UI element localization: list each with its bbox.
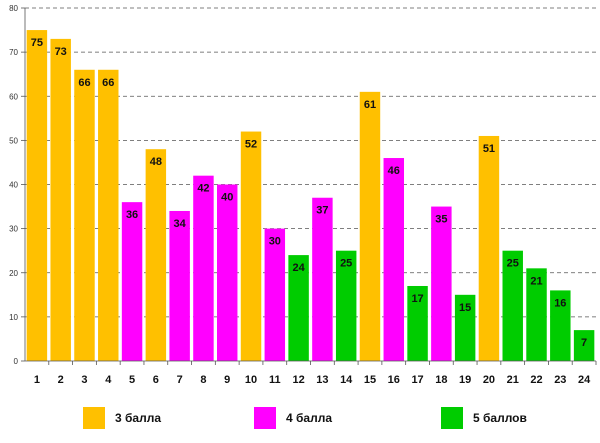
x-tick-label-9: 9 xyxy=(224,374,230,386)
bar-21 xyxy=(502,250,523,361)
x-tick-label-10: 10 xyxy=(245,374,257,386)
x-tick-label-18: 18 xyxy=(435,374,447,386)
x-tick-label-2: 2 xyxy=(58,374,64,386)
y-axis: 0 10 20 30 40 50 60 70 80 xyxy=(9,4,26,366)
legend-item-5: 5 баллов xyxy=(441,407,527,429)
legend-swatch-5 xyxy=(441,407,463,429)
data-label-18: 35 xyxy=(435,214,447,226)
data-label-12: 24 xyxy=(292,262,305,274)
x-tick-label-1: 1 xyxy=(34,374,40,386)
x-tick-label-13: 13 xyxy=(316,374,328,386)
legend: 3 балла 4 балла 5 баллов xyxy=(0,407,600,437)
bar-4 xyxy=(98,69,119,362)
legend-swatch-3 xyxy=(83,407,105,429)
data-label-5: 36 xyxy=(126,209,138,221)
data-label-8: 42 xyxy=(197,183,209,195)
legend-item-3: 3 балла xyxy=(83,407,161,429)
y-tick-label-30: 30 xyxy=(9,225,18,234)
x-tick-label-21: 21 xyxy=(507,374,519,386)
bar-16 xyxy=(383,158,405,361)
bars: 75 73 66 66 36 48 34 42 40 52 30 24 37 25 61 46 17 35 15 51… xyxy=(26,30,595,362)
legend-swatch-4 xyxy=(254,407,276,429)
data-label-1: 75 xyxy=(31,37,43,49)
x-tick-label-16: 16 xyxy=(388,374,400,386)
x-tick-label-5: 5 xyxy=(129,374,135,386)
bar-22 xyxy=(526,268,547,361)
bar-2 xyxy=(50,38,71,361)
y-tick-label-10: 10 xyxy=(9,313,18,322)
y-tick-label-60: 60 xyxy=(9,92,18,101)
x-tick-label-6: 6 xyxy=(153,374,159,386)
data-label-9: 40 xyxy=(221,192,233,204)
bar-18 xyxy=(431,206,452,361)
bar-12 xyxy=(288,255,309,361)
x-tick-label-11: 11 xyxy=(269,374,281,386)
x-tick-label-19: 19 xyxy=(459,374,471,386)
data-label-2: 73 xyxy=(55,46,67,58)
bar-15 xyxy=(359,91,381,362)
x-tick-label-17: 17 xyxy=(411,374,423,386)
y-tick-label-80: 80 xyxy=(9,4,18,13)
bar-6 xyxy=(145,149,167,361)
legend-label-3: 3 балла xyxy=(115,411,162,425)
bar-9 xyxy=(216,184,238,361)
x-tick-label-3: 3 xyxy=(81,374,87,386)
data-label-16: 46 xyxy=(388,165,400,177)
legend-item-4: 4 балла xyxy=(254,407,332,429)
data-label-3: 66 xyxy=(78,77,90,89)
x-tick-label-24: 24 xyxy=(578,374,591,386)
bar-24 xyxy=(573,330,595,361)
data-label-23: 16 xyxy=(554,297,566,309)
data-label-7: 34 xyxy=(174,218,187,230)
bar-5 xyxy=(121,202,143,361)
x-tick-label-23: 23 xyxy=(554,374,566,386)
legend-label-5: 5 баллов xyxy=(473,411,527,425)
data-label-10: 52 xyxy=(245,139,257,151)
data-label-21: 25 xyxy=(507,258,519,270)
bar-13 xyxy=(312,197,333,361)
data-label-20: 51 xyxy=(483,143,495,155)
bar-11 xyxy=(264,228,286,361)
data-label-22: 21 xyxy=(530,275,542,287)
data-label-4: 66 xyxy=(102,77,114,89)
bar-19 xyxy=(454,294,476,361)
data-label-14: 25 xyxy=(340,258,352,270)
x-axis: 1 2 3 4 5 6 7 8 9 10 11 12 13 14 15 16 17 18 19 20 21 22 23 24 xyxy=(25,360,597,386)
bar-20 xyxy=(478,135,500,361)
x-tick-label-14: 14 xyxy=(340,374,353,386)
y-tick-label-0: 0 xyxy=(14,357,19,366)
data-label-24: 7 xyxy=(581,337,587,349)
x-tick-label-4: 4 xyxy=(105,374,112,386)
y-tick-label-70: 70 xyxy=(9,48,18,57)
x-tick-label-12: 12 xyxy=(292,374,304,386)
x-tick-label-15: 15 xyxy=(364,374,376,386)
x-tick-label-8: 8 xyxy=(200,374,206,386)
bar-8 xyxy=(193,175,214,361)
data-label-15: 61 xyxy=(364,99,376,111)
data-label-13: 37 xyxy=(316,205,328,217)
y-tick-label-20: 20 xyxy=(9,269,18,278)
data-label-17: 17 xyxy=(411,293,423,305)
bar-23 xyxy=(550,290,571,361)
bar-14 xyxy=(335,250,357,361)
bar-17 xyxy=(407,285,428,361)
data-label-6: 48 xyxy=(150,156,162,168)
data-label-11: 30 xyxy=(269,236,281,248)
y-tick-label-40: 40 xyxy=(9,181,18,190)
data-label-19: 15 xyxy=(459,302,471,314)
bar-3 xyxy=(74,69,95,362)
legend-label-4: 4 балла xyxy=(286,411,333,425)
x-tick-label-7: 7 xyxy=(177,374,183,386)
bar-10 xyxy=(240,131,262,361)
x-tick-label-20: 20 xyxy=(483,374,495,386)
bar-7 xyxy=(169,210,190,361)
x-tick-label-22: 22 xyxy=(530,374,542,386)
y-tick-label-50: 50 xyxy=(9,136,18,145)
bar-1 xyxy=(26,30,48,361)
